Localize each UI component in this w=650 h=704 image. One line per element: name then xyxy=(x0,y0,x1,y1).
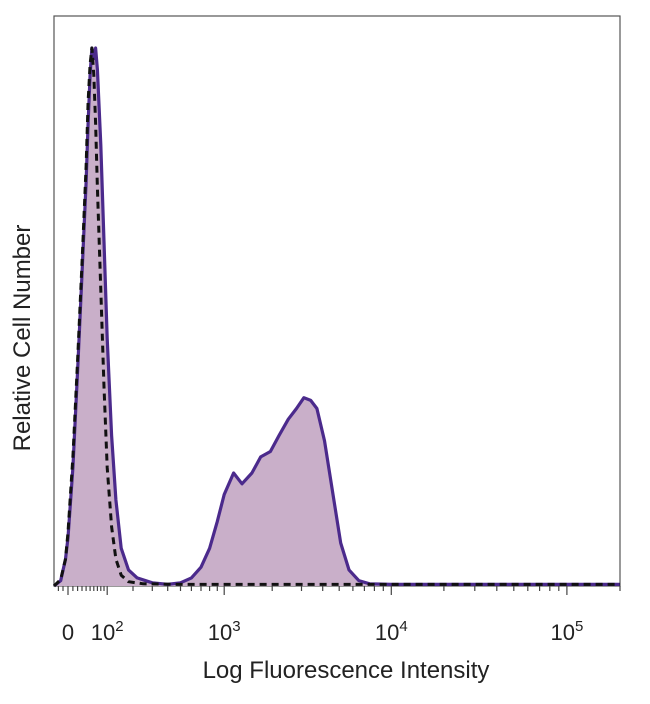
series-0-line xyxy=(52,46,620,588)
x-tick-label: 0 xyxy=(62,620,74,645)
x-tick-label: 103 xyxy=(208,618,241,645)
series-0-area xyxy=(54,48,620,586)
plot-frame xyxy=(53,15,621,587)
x-tick-label: 102 xyxy=(91,618,124,645)
series-1-line xyxy=(52,46,620,588)
x-tick-label: 104 xyxy=(375,618,408,645)
x-tick-labels: 0 102 103 104 105 xyxy=(62,618,583,645)
x-tick-label-base: 10 xyxy=(550,620,574,645)
x-tick-label-exponent: 4 xyxy=(399,618,407,635)
series-layer xyxy=(52,46,620,588)
x-tick-label-base: 10 xyxy=(208,620,232,645)
x-tick-label-exponent: 3 xyxy=(232,618,240,635)
x-ticks xyxy=(57,586,621,595)
x-tick-label: 105 xyxy=(550,618,583,645)
x-tick-label-exponent: 5 xyxy=(575,618,583,635)
y-axis-title: Relative Cell Number xyxy=(9,225,36,452)
x-tick-label-base: 0 xyxy=(62,620,74,645)
x-tick-label-base: 10 xyxy=(375,620,399,645)
x-tick-label-exponent: 2 xyxy=(115,618,123,635)
x-axis-title: Log Fluorescence Intensity xyxy=(203,657,490,684)
x-tick-label-base: 10 xyxy=(91,620,115,645)
